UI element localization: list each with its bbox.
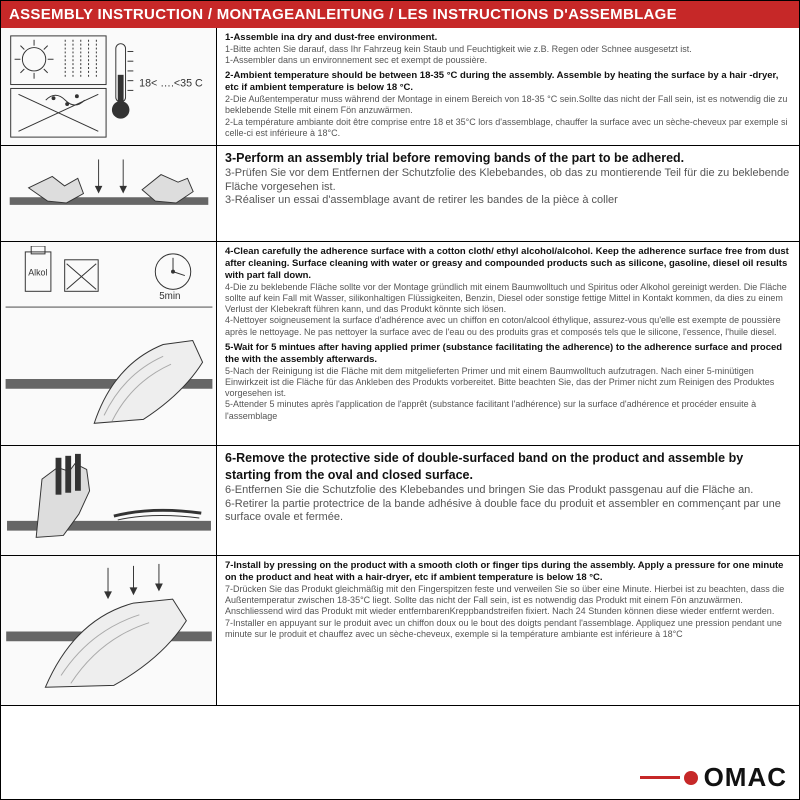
text-cell: 1-Assemble ina dry and dust-free environ…: [217, 28, 799, 145]
title-bar: ASSEMBLY INSTRUCTION / MONTAGEANLEITUNG …: [1, 1, 799, 28]
instruction-row: 7-Install by pressing on the product wit…: [1, 556, 799, 706]
text-line: 6-Remove the protective side of double-s…: [225, 450, 791, 484]
brand-bar-icon: [640, 776, 680, 779]
text-cell: 6-Remove the protective side of double-s…: [217, 446, 799, 555]
text-line: 7-Drücken Sie das Produkt gleichmäßig mi…: [225, 584, 791, 618]
text-line: 1-Assemble ina dry and dust-free environ…: [225, 32, 791, 44]
brand-dot-icon: [684, 771, 698, 785]
illustration-cell: [1, 446, 217, 555]
instruction-row: 3-Perform an assembly trial before remov…: [1, 146, 799, 242]
text-line: 2-Die Außentemperatur muss während der M…: [225, 94, 791, 117]
text-line: 5-Nach der Reinigung ist die Fläche mit …: [225, 366, 791, 400]
text-line: 3-Réaliser un essai d'assemblage avant d…: [225, 194, 791, 208]
svg-text:5min: 5min: [159, 291, 180, 302]
text-line: 7-Installer en appuyant sur le produit a…: [225, 618, 791, 641]
text-cell: 7-Install by pressing on the product wit…: [217, 556, 799, 705]
text-line: 4-Die zu beklebende Fläche sollte vor de…: [225, 282, 791, 316]
instruction-row: Alkol 5min 4-Clean carefully the adheren…: [1, 242, 799, 446]
instruction-row: 6-Remove the protective side of double-s…: [1, 446, 799, 556]
text-line: 1-Bitte achten Sie darauf, dass Ihr Fahr…: [225, 44, 791, 55]
text-line: 4-Clean carefully the adherence surface …: [225, 246, 791, 282]
text-line: 2-La température ambiante doit être comp…: [225, 117, 791, 140]
illustration-cell: [1, 146, 217, 241]
text-cell: 4-Clean carefully the adherence surface …: [217, 242, 799, 445]
text-line: 1-Assembler dans un environnement sec et…: [225, 55, 791, 66]
rows-container: 18< ….<35 C 1-Assemble ina dry and dust-…: [1, 28, 799, 706]
text-line: 6-Retirer la partie protectrice de la ba…: [225, 498, 791, 526]
svg-text:Alkol: Alkol: [28, 268, 47, 278]
text-line: 3-Perform an assembly trial before remov…: [225, 150, 791, 167]
illustration-cell: [1, 556, 217, 705]
text-line: 7-Install by pressing on the product wit…: [225, 560, 791, 584]
text-line: 5-Wait for 5 mintues after having applie…: [225, 342, 791, 366]
brand-text: OMAC: [704, 762, 787, 793]
text-line: 4-Nettoyer soigneusement la surface d'ad…: [225, 315, 791, 338]
instruction-sheet: ASSEMBLY INSTRUCTION / MONTAGEANLEITUNG …: [0, 0, 800, 800]
illustration-cell: 18< ….<35 C: [1, 28, 217, 145]
text-cell: 3-Perform an assembly trial before remov…: [217, 146, 799, 241]
brand-footer: OMAC: [640, 762, 787, 793]
text-line: 6-Entfernen Sie die Schutzfolie des Kleb…: [225, 484, 791, 498]
svg-text:18< ….<35 C: 18< ….<35 C: [139, 78, 203, 90]
illustration-cell: Alkol 5min: [1, 242, 217, 445]
instruction-row: 18< ….<35 C 1-Assemble ina dry and dust-…: [1, 28, 799, 146]
text-line: 2-Ambient temperature should be between …: [225, 70, 791, 94]
text-line: 5-Attender 5 minutes après l'application…: [225, 399, 791, 422]
text-line: 3-Prüfen Sie vor dem Entfernen der Schut…: [225, 167, 791, 195]
